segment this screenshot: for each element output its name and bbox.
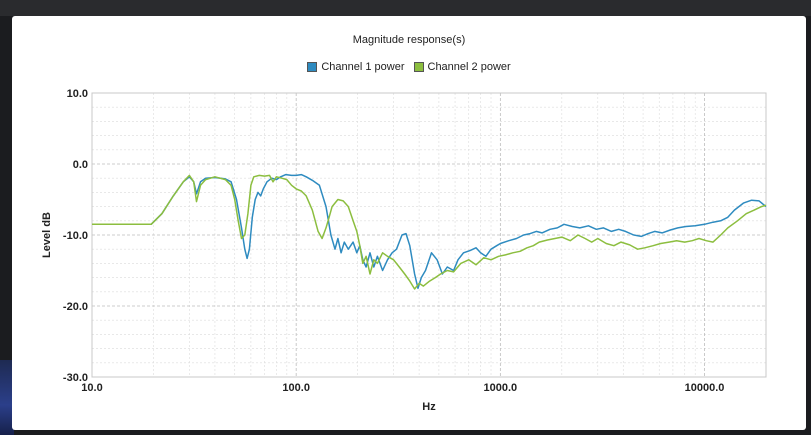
- desktop-background: [0, 360, 14, 435]
- legend-label-channel-2: Channel 2 power: [427, 61, 511, 73]
- y-tick-label: 0.0: [73, 159, 88, 171]
- x-tick-label: 1000.0: [484, 382, 518, 394]
- legend-entry-channel-2[interactable]: Channel 2 power: [413, 61, 511, 73]
- tick-labels: 10.0 100.0 1000.0 10000.0 10.0 0.0 -10.0 -20.0 -…: [63, 88, 724, 394]
- y-tick-label: -10.0: [63, 230, 88, 242]
- chart-title: Magnitude response(s): [352, 34, 466, 46]
- y-tick-label: -20.0: [63, 301, 88, 313]
- y-tick-label: -30.0: [63, 372, 88, 384]
- plot-area: [91, 92, 767, 378]
- x-axis-label: Hz: [422, 401, 436, 413]
- series-line-channel-1: [92, 173, 767, 290]
- window-top-strip: [0, 0, 811, 16]
- y-tick-label: 10.0: [67, 88, 88, 100]
- y-axis-label: Level dB: [41, 212, 53, 258]
- legend-swatch-channel-2: [413, 62, 424, 72]
- legend-label-channel-1: Channel 1 power: [321, 61, 405, 73]
- series-layer: [92, 173, 767, 290]
- chart-panel: Magnitude response(s) Channel 1 power Ch…: [12, 16, 806, 430]
- legend-swatch-channel-1: [307, 62, 318, 72]
- x-tick-label: 10.0: [81, 382, 102, 394]
- legend-entry-channel-1[interactable]: Channel 1 power: [307, 61, 405, 73]
- chart-legend: Channel 1 power Channel 2 power: [12, 61, 806, 73]
- magnitude-response-chart: 10.0 100.0 1000.0 10000.0 10.0 0.0 -10.0 -20.0 -…: [41, 88, 767, 413]
- x-tick-label: 10000.0: [685, 382, 725, 394]
- x-tick-label: 100.0: [282, 382, 310, 394]
- series-line-channel-2: [92, 174, 767, 290]
